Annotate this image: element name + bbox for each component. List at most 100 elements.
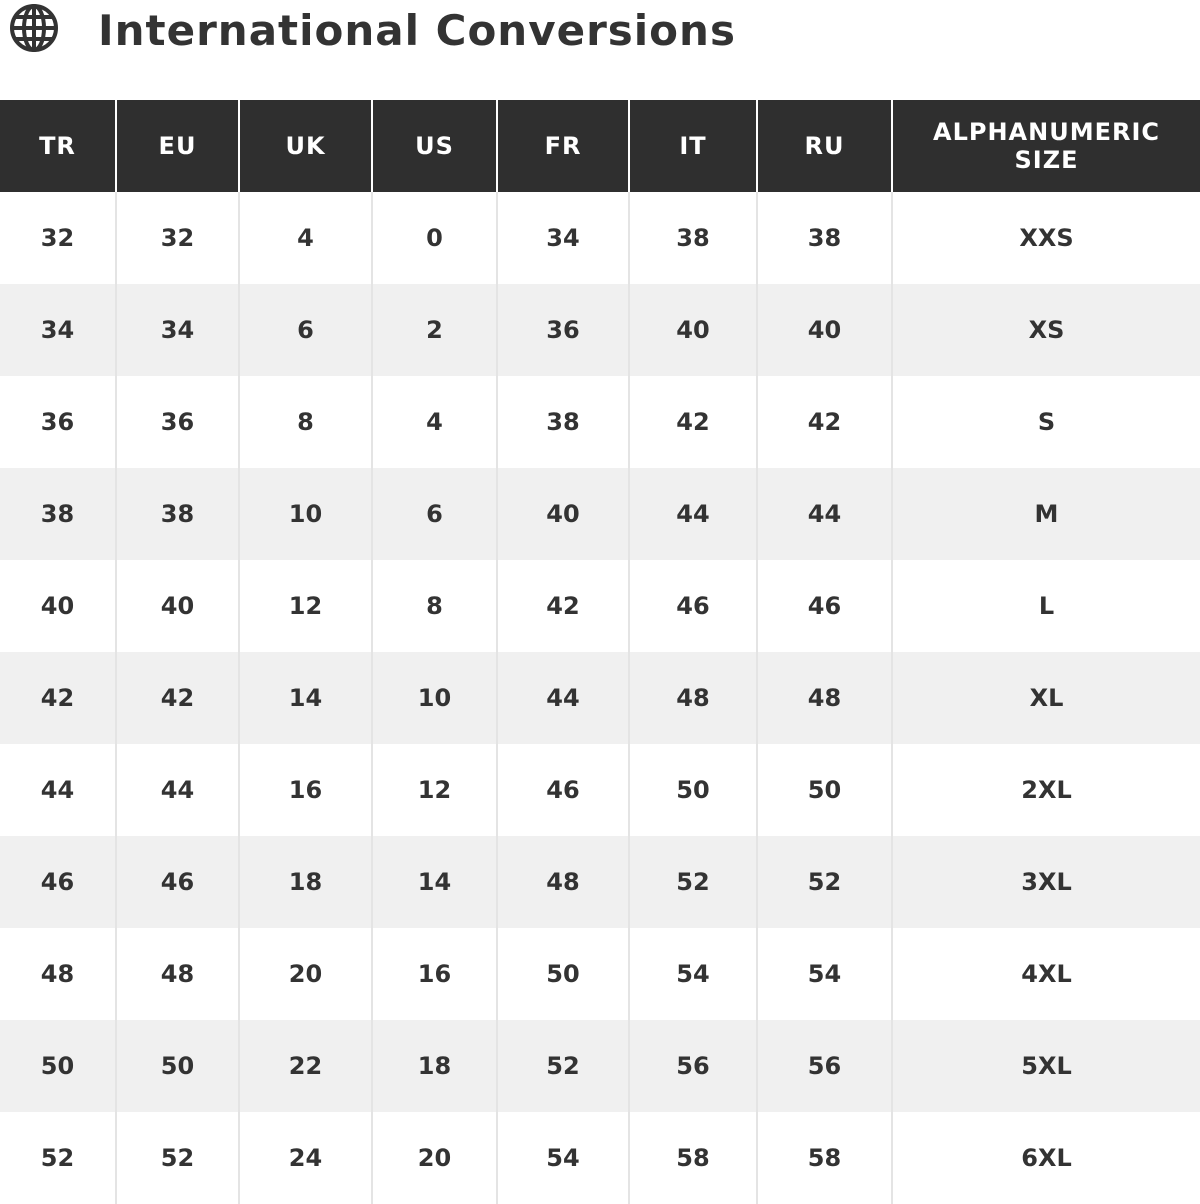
table-cell: XL	[892, 652, 1200, 744]
column-header-eu: EU	[116, 100, 240, 192]
table-cell: 20	[239, 928, 373, 1020]
table-cell: 14	[372, 836, 498, 928]
table-row: 44 44 16 12 46 50 50 2XL	[0, 744, 1200, 836]
table-row: 40 40 12 8 42 46 46 L	[0, 560, 1200, 652]
table-cell: 16	[239, 744, 373, 836]
table-cell: 42	[116, 652, 240, 744]
table-cell: 52	[116, 1112, 240, 1204]
table-cell: 42	[0, 652, 117, 744]
table-cell: 50	[629, 744, 758, 836]
table-cell: 12	[372, 744, 498, 836]
table-cell: 44	[0, 744, 117, 836]
table-cell: 50	[0, 1020, 117, 1112]
table-cell: 18	[239, 836, 373, 928]
table-cell: 38	[0, 468, 117, 560]
table-cell: 44	[629, 468, 758, 560]
table-cell: 54	[757, 928, 893, 1020]
table-cell: 4XL	[1021, 960, 1072, 988]
table-cell: 46	[757, 560, 893, 652]
table-cell: 56	[757, 1020, 893, 1112]
globe-icon	[8, 2, 60, 58]
column-header-alphanumeric-size: ALPHANUMERIC SIZE	[892, 100, 1200, 192]
table-cell: 46	[116, 836, 240, 928]
table-cell: 36	[116, 376, 240, 468]
table-cell: 38	[116, 468, 240, 560]
table-cell: 54	[497, 1112, 630, 1204]
table-cell: 40	[0, 560, 117, 652]
table-cell: 36	[0, 376, 117, 468]
column-header-it: IT	[629, 100, 758, 192]
table-cell: 52	[0, 1112, 117, 1204]
table-cell: 46	[629, 560, 758, 652]
table-cell: S	[1037, 408, 1056, 436]
table-row: 38 38 10 6 40 44 44 M	[0, 468, 1200, 560]
table-cell: 8	[372, 560, 498, 652]
table-cell: 34	[116, 284, 240, 376]
table-cell: 48	[497, 836, 630, 928]
table-cell: 44	[116, 744, 240, 836]
table-cell: 48	[0, 928, 117, 1020]
table-cell: 40	[116, 560, 240, 652]
table-cell: 4	[372, 376, 498, 468]
table-cell: 44	[757, 468, 893, 560]
table-cell: 58	[629, 1112, 758, 1204]
table-cell: 52	[497, 1020, 630, 1112]
table-row: 34 34 6 2 36 40 40 XS	[0, 284, 1200, 376]
table-cell: 48	[629, 652, 758, 744]
table-cell: M	[892, 468, 1200, 560]
table-cell: 38	[629, 192, 758, 284]
column-header-ru: RU	[757, 100, 893, 192]
table-cell: 6	[372, 468, 498, 560]
table-cell: 14	[239, 652, 373, 744]
table-cell: 6	[239, 284, 373, 376]
table-cell: XS	[892, 284, 1200, 376]
table-cell: 52	[629, 836, 758, 928]
table-cell: 50	[497, 928, 630, 1020]
table-cell: 32	[116, 192, 240, 284]
table-cell: 42	[757, 376, 893, 468]
table-cell: 20	[372, 1112, 498, 1204]
table-cell: 3XL	[892, 836, 1200, 928]
page-title: International Conversions	[98, 5, 736, 55]
table-cell: 56	[629, 1020, 758, 1112]
table-row: 46 46 18 14 48 52 52 3XL	[0, 836, 1200, 928]
table-cell: 12	[239, 560, 373, 652]
table-cell: 32	[0, 192, 117, 284]
column-header-tr: TR	[0, 100, 117, 192]
table-cell: 8	[239, 376, 373, 468]
table-cell: 52	[757, 836, 893, 928]
table-cell: 48	[757, 652, 893, 744]
table-header-row: TR EU UK US FR IT RU ALPHANUMERIC SIZE	[0, 100, 1200, 192]
table-row: 52 52 24 20 54 58 58 6XL	[0, 1112, 1200, 1204]
table-row: 42 42 14 10 44 48 48 XL	[0, 652, 1200, 744]
table-cell: 40	[497, 468, 630, 560]
table-cell: 34	[0, 284, 117, 376]
table-cell: 4	[239, 192, 373, 284]
table-cell: 50	[116, 1020, 240, 1112]
table-cell: 10	[239, 468, 373, 560]
column-header-fr: FR	[497, 100, 630, 192]
table-cell: 42	[497, 560, 630, 652]
table-cell: 16	[372, 928, 498, 1020]
table-cell: XXS	[1019, 224, 1074, 252]
table-cell: 46	[497, 744, 630, 836]
table-cell: 0	[372, 192, 498, 284]
size-conversion-table: TR EU UK US FR IT RU ALPHANUMERIC SIZE 32 32 4 0 34…	[0, 100, 1200, 1204]
table-cell: 10	[372, 652, 498, 744]
table-cell: 2	[372, 284, 498, 376]
table-cell: 48	[116, 928, 240, 1020]
table-cell: 50	[757, 744, 893, 836]
table-cell: L	[1038, 592, 1055, 620]
table-cell: 54	[629, 928, 758, 1020]
table-row: 50 50 22 18 52 56 56 5XL	[0, 1020, 1200, 1112]
table-cell: 18	[372, 1020, 498, 1112]
table-row: 48 48 20 16 50 54 54 4XL	[0, 928, 1200, 1020]
table-cell: 44	[497, 652, 630, 744]
table-row: 32 32 4 0 34 38 38 XXS	[0, 192, 1200, 284]
column-header-uk: UK	[239, 100, 373, 192]
table-cell: 40	[629, 284, 758, 376]
table-row: 36 36 8 4 38 42 42 S	[0, 376, 1200, 468]
table-cell: 38	[497, 376, 630, 468]
table-cell: 40	[757, 284, 893, 376]
table-cell: 22	[239, 1020, 373, 1112]
